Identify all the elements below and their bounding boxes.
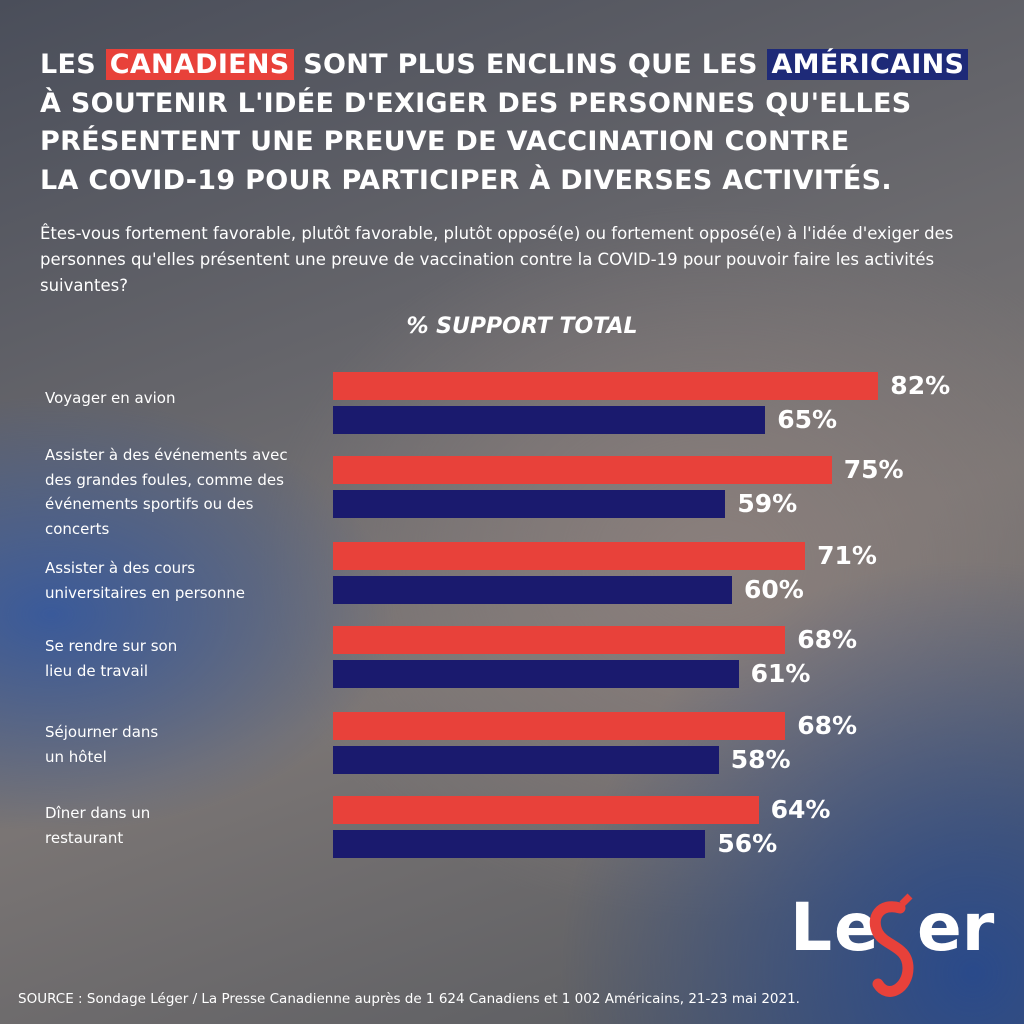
value-label: 82% bbox=[890, 371, 951, 400]
category-label: Séjourner dans un hôtel bbox=[45, 723, 159, 766]
value-label: 75% bbox=[843, 455, 904, 484]
bar-canada bbox=[333, 542, 806, 570]
title-line: À SOUTENIR L'IDÉE D'EXIGER DES PERSONNES… bbox=[40, 87, 912, 119]
leger-logo: L e er bbox=[790, 889, 995, 997]
svg-text:er: er bbox=[917, 889, 995, 966]
bar-canada bbox=[333, 372, 879, 400]
title-text: LES bbox=[40, 49, 106, 80]
value-label: 58% bbox=[730, 745, 791, 774]
bar-canada bbox=[333, 456, 832, 484]
bar-usa bbox=[333, 576, 732, 604]
category-label: Assister à des cours universitaires en p… bbox=[45, 559, 245, 602]
value-label: 71% bbox=[817, 541, 877, 570]
category-label: Se rendre sur son lieu de travail bbox=[45, 637, 178, 680]
chart-title: % SUPPORT TOTAL bbox=[406, 314, 638, 339]
category-label: Dîner dans un restaurant bbox=[45, 804, 151, 847]
bar-canada bbox=[333, 712, 786, 740]
value-label: 59% bbox=[737, 489, 798, 518]
bar-usa bbox=[333, 746, 719, 774]
source-note: SOURCE : Sondage Léger / La Presse Canad… bbox=[18, 991, 800, 1007]
category-label: Voyager en avion bbox=[45, 389, 176, 407]
bar-canada bbox=[333, 626, 786, 654]
svg-text:L: L bbox=[790, 889, 832, 966]
bar-usa bbox=[333, 830, 706, 858]
bar-canada bbox=[333, 796, 759, 824]
title-line: LA COVID-19 POUR PARTICIPER À DIVERSES A… bbox=[40, 164, 892, 196]
value-label: 64% bbox=[770, 795, 831, 824]
value-label: 65% bbox=[777, 405, 838, 434]
value-label: 68% bbox=[797, 711, 858, 740]
bar-usa bbox=[333, 490, 726, 518]
bar-usa bbox=[333, 660, 739, 688]
bar-usa bbox=[333, 406, 766, 434]
title: LES CANADIENS SONT PLUS ENCLINS QUE LES … bbox=[40, 46, 969, 200]
value-label: 68% bbox=[797, 625, 858, 654]
value-label: 56% bbox=[717, 829, 778, 858]
canadiens-highlight: CANADIENS bbox=[105, 49, 294, 80]
category-label: Assister à des événements avec des grand… bbox=[45, 446, 288, 538]
subtitle: Êtes-vous fortement favorable, plutôt fa… bbox=[40, 224, 954, 295]
title-line: PRÉSENTENT UNE PREUVE DE VACCINATION CON… bbox=[40, 126, 850, 157]
value-label: 61% bbox=[750, 659, 811, 688]
americains-highlight: AMÉRICAINS bbox=[767, 49, 969, 80]
value-label: 60% bbox=[744, 575, 804, 604]
title-text: SONT PLUS ENCLINS QUE LES bbox=[293, 49, 768, 80]
